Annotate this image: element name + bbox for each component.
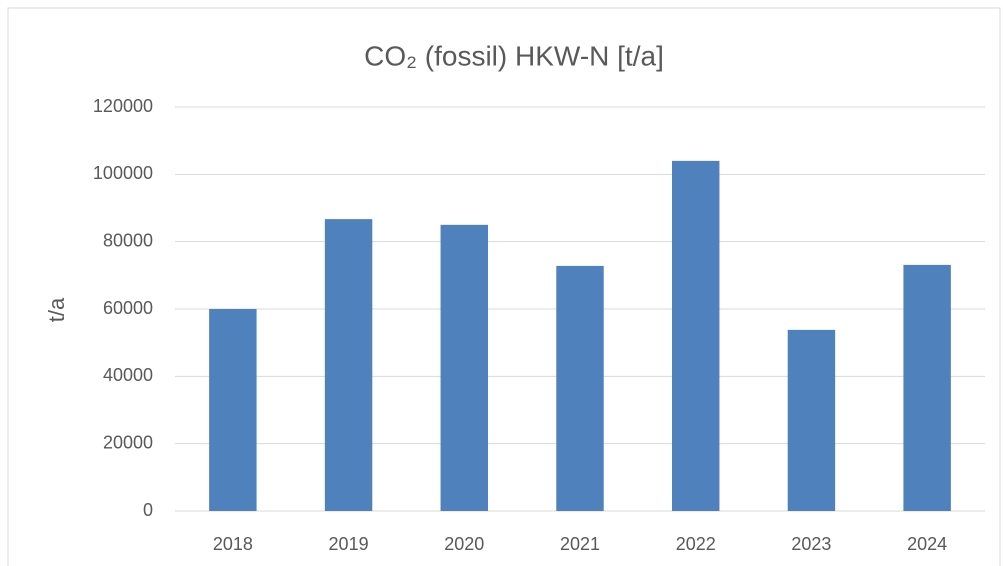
bar <box>556 265 604 511</box>
bar <box>787 329 836 511</box>
y-tick-label: 120000 <box>93 96 153 116</box>
x-tick-label: 2023 <box>791 534 831 554</box>
x-tick-label: 2022 <box>676 534 716 554</box>
y-tick-label: 60000 <box>103 298 153 318</box>
y-tick-label: 40000 <box>103 365 153 385</box>
bar <box>324 219 373 512</box>
bar <box>209 309 257 511</box>
y-tick-label: 0 <box>143 500 153 520</box>
y-tick-label: 80000 <box>103 230 153 250</box>
x-tick-label: 2019 <box>329 534 369 554</box>
x-tick-label: 2024 <box>907 534 947 554</box>
chart-border <box>7 7 1001 566</box>
bar <box>671 160 720 511</box>
bar <box>903 264 951 511</box>
x-tick-label: 2021 <box>560 534 600 554</box>
y-tick-label: 100000 <box>93 163 153 183</box>
x-tick-label: 2018 <box>213 534 253 554</box>
bar <box>440 224 489 512</box>
x-tick-label: 2020 <box>444 534 484 554</box>
y-axis-label: t/a <box>44 297 69 322</box>
y-tick-label: 20000 <box>103 432 153 452</box>
chart-title: CO₂ (fossil) HKW-N [t/a] <box>364 40 664 71</box>
